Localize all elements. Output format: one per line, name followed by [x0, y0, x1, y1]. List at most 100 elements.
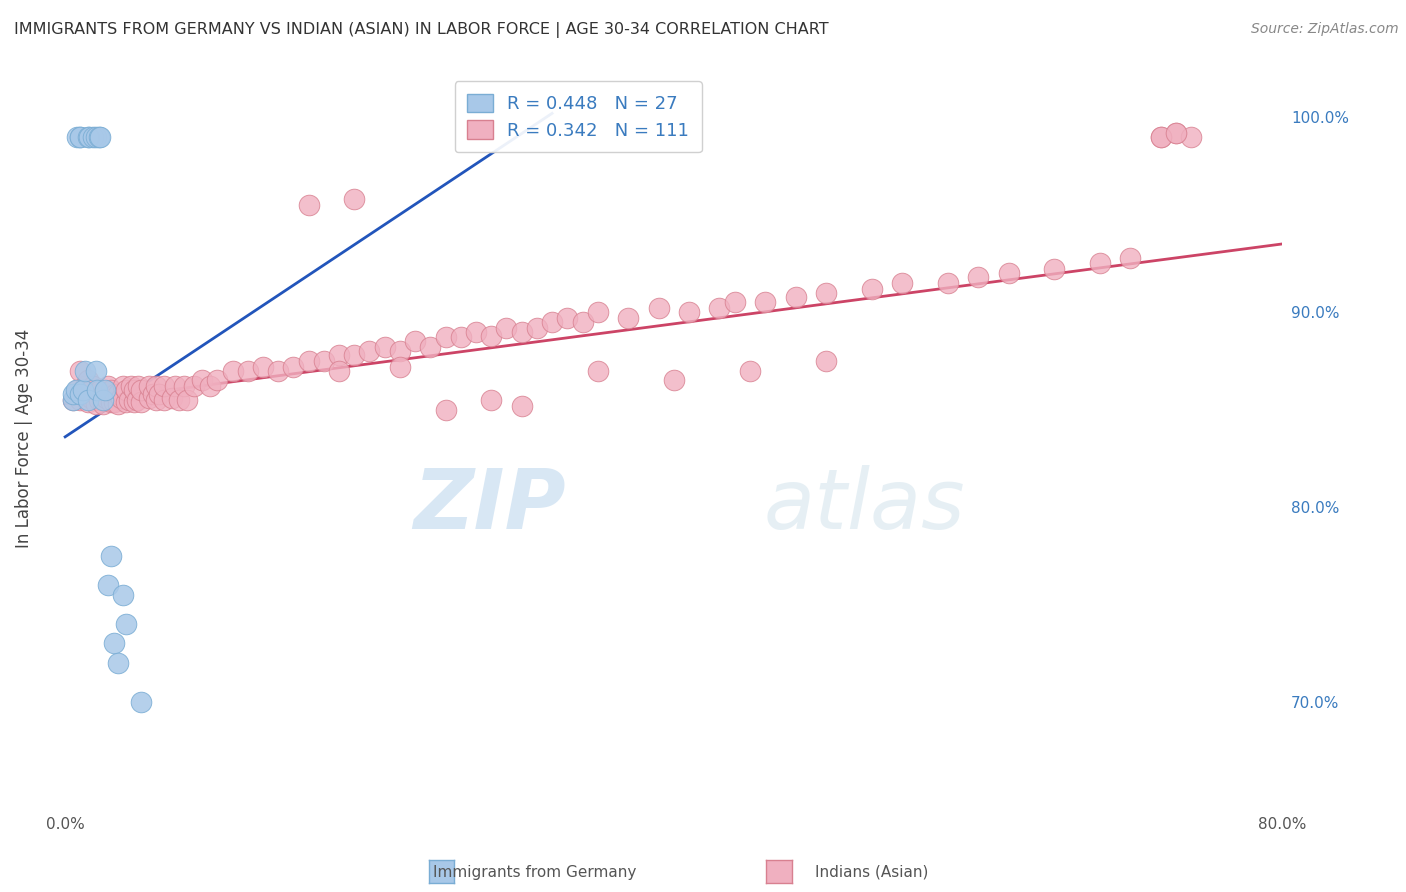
Point [77, 129, 100, 144]
Text: Source: ZipAtlas.com: Source: ZipAtlas.com [1251, 22, 1399, 37]
Point [997, 266, 1019, 280]
Point [814, 285, 837, 300]
Point [1043, 262, 1066, 277]
Point [662, 373, 685, 387]
Point [125, 392, 148, 407]
Y-axis label: In Labor Force | Age 30-34: In Labor Force | Age 30-34 [15, 329, 32, 549]
Text: ZIP: ZIP [413, 465, 565, 546]
Point [343, 348, 366, 362]
Point [359, 344, 381, 359]
Point [115, 383, 138, 397]
Point [77, 373, 100, 387]
Point [89, 383, 111, 397]
Point [465, 325, 488, 339]
Point [96, 391, 118, 405]
Point [66, 129, 89, 144]
Point [97, 578, 120, 592]
Point [89, 129, 111, 144]
Point [84, 363, 107, 377]
Point [709, 301, 731, 316]
Point [252, 359, 274, 374]
Legend: R = 0.448   N = 27, R = 0.342   N = 111: R = 0.448 N = 27, R = 0.342 N = 111 [454, 81, 702, 153]
Point [541, 315, 564, 329]
Point [312, 354, 335, 368]
Point [84, 129, 107, 144]
Point [120, 379, 142, 393]
Point [647, 301, 669, 316]
Point [148, 387, 170, 401]
Point [91, 387, 114, 401]
Point [328, 348, 350, 362]
Point [967, 270, 990, 285]
Point [82, 129, 104, 144]
Point [297, 354, 319, 368]
Point [283, 359, 305, 374]
Point [160, 391, 183, 405]
Point [72, 383, 94, 397]
Point [100, 394, 122, 409]
Point [1180, 129, 1202, 144]
Point [72, 387, 94, 401]
Point [65, 387, 87, 401]
Point [142, 387, 165, 401]
Point [84, 397, 107, 411]
Point [571, 315, 593, 329]
Point [118, 392, 141, 407]
Point [69, 387, 91, 401]
Point [328, 363, 350, 377]
Point [510, 325, 533, 339]
Point [97, 379, 120, 393]
Point [1164, 126, 1187, 140]
Point [404, 334, 426, 349]
Point [107, 656, 129, 670]
Point [191, 373, 214, 387]
Point [678, 305, 700, 319]
Point [176, 392, 198, 407]
Point [111, 379, 134, 393]
Point [138, 391, 160, 405]
Point [388, 344, 411, 359]
Point [221, 363, 243, 377]
Point [860, 282, 883, 296]
Point [107, 387, 129, 401]
Point [198, 379, 221, 393]
Point [103, 394, 125, 409]
Point [724, 295, 747, 310]
Text: atlas: atlas [763, 465, 965, 546]
Point [111, 588, 134, 602]
Point [129, 695, 152, 709]
Point [343, 192, 366, 206]
Point [297, 198, 319, 212]
Point [115, 394, 138, 409]
Point [1150, 129, 1173, 144]
Point [73, 363, 96, 377]
Point [66, 383, 89, 397]
Point [129, 383, 152, 397]
Point [87, 129, 110, 144]
Point [129, 394, 152, 409]
Point [77, 394, 100, 409]
Point [207, 373, 229, 387]
Point [145, 392, 167, 407]
Point [891, 276, 914, 290]
Point [173, 379, 195, 393]
Point [814, 354, 837, 368]
Point [555, 310, 578, 325]
Point [91, 392, 114, 407]
Point [586, 363, 609, 377]
Point [77, 392, 100, 407]
Point [419, 340, 441, 354]
Point [236, 363, 259, 377]
Point [107, 397, 129, 411]
Point [495, 320, 517, 334]
Point [479, 392, 502, 407]
Text: Indians (Asian): Indians (Asian) [815, 865, 928, 880]
Point [84, 387, 107, 401]
Point [388, 359, 411, 374]
Point [450, 330, 472, 344]
Point [127, 379, 149, 393]
Point [169, 392, 191, 407]
Point [80, 391, 103, 405]
Point [586, 305, 609, 319]
Point [100, 549, 122, 563]
